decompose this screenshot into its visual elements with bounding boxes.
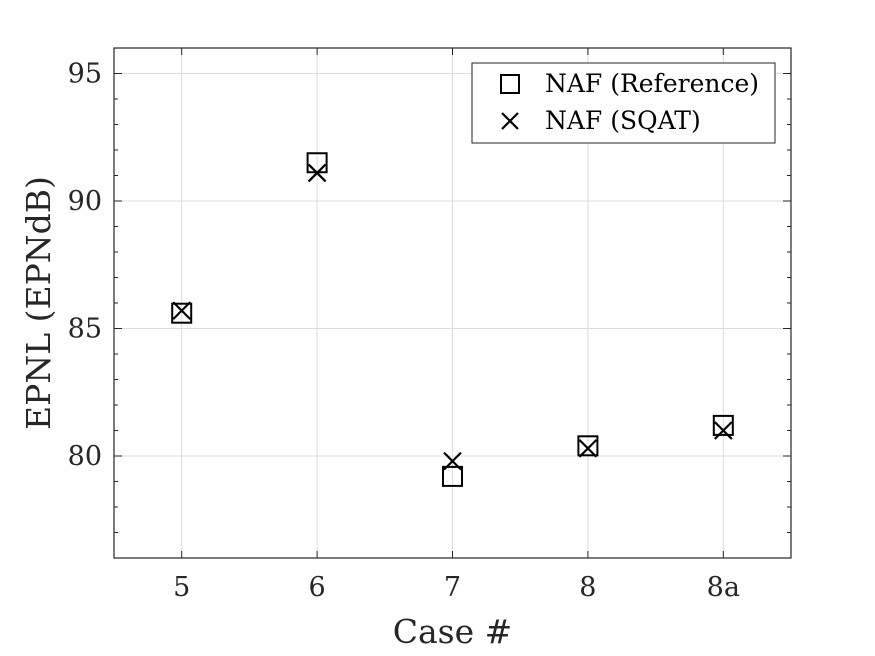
legend: NAF (Reference) NAF (SQAT): [471, 62, 776, 144]
x-axis-label: Case #: [393, 612, 513, 651]
x-tick-label: 8: [579, 572, 596, 603]
legend-label-reference: NAF (Reference): [545, 69, 759, 98]
y-axis-label: EPNL (EPNdB): [19, 176, 58, 430]
data-point-reference: [171, 302, 193, 324]
ticks-layer: [114, 47, 791, 559]
data-point-reference: [712, 414, 734, 436]
data-point-sqat: [172, 301, 191, 320]
y-tick-label: 90: [68, 186, 102, 217]
data-point-reference: [442, 465, 463, 487]
data-point-sqat-stroke: [307, 163, 327, 183]
tick-labels-layer: 5 6 7 8 8a 80 85 90 95: [68, 59, 740, 604]
x-tick-label: 5: [173, 572, 190, 603]
data-point-sqat: [307, 163, 327, 183]
data-point-sqat: [443, 451, 462, 471]
markers-layer: [171, 152, 734, 487]
data-point-sqat-stroke: [443, 451, 462, 471]
x-tick-label: 6: [309, 572, 326, 603]
y-tick-label: 95: [68, 59, 102, 90]
data-point-sqat: [578, 439, 598, 458]
data-point-sqat: [714, 421, 733, 440]
y-tick-label: 85: [68, 314, 102, 345]
legend-label-sqat: NAF (SQAT): [545, 106, 701, 135]
data-point-sqat-stroke: [714, 421, 733, 440]
x-tick-label: 7: [444, 572, 461, 603]
x-tick-label: 8a: [707, 572, 740, 603]
legend-box: [471, 62, 776, 144]
data-point-reference: [577, 435, 599, 457]
y-tick-label: 80: [68, 441, 102, 472]
legend-x-marker: [501, 112, 519, 130]
data-point-sqat-stroke: [172, 301, 191, 320]
legend-square-marker: [500, 74, 520, 94]
data-point-sqat-stroke: [578, 439, 598, 458]
